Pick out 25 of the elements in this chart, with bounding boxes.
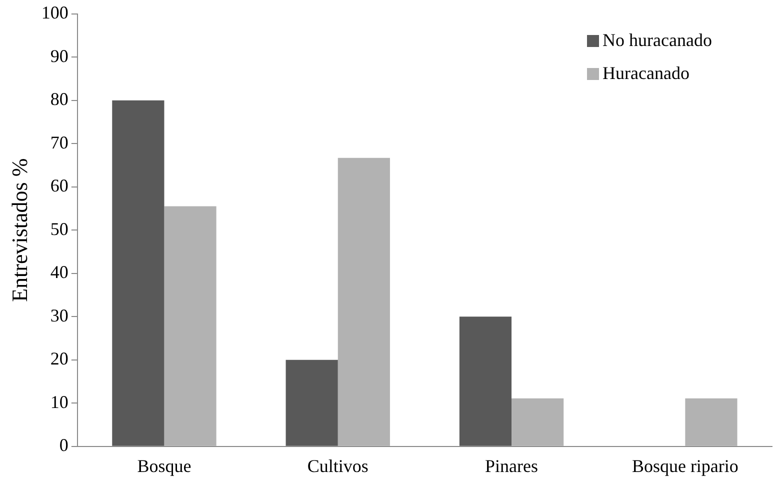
y-tick-label: 20 [50, 348, 68, 369]
bar [338, 158, 390, 446]
x-tick-label: Bosque ripario [632, 456, 738, 476]
y-tick-label: 10 [50, 392, 68, 412]
x-tick-label: Pinares [485, 456, 538, 476]
y-tick-label: 70 [50, 132, 68, 152]
x-tick-label: Cultivos [307, 456, 368, 476]
y-tick-label: 0 [59, 435, 68, 456]
bar [512, 398, 564, 446]
y-tick-label: 30 [50, 305, 68, 326]
y-tick-label: 80 [50, 89, 68, 110]
y-tick-label: 60 [50, 176, 68, 196]
legend-label: No huracanado [602, 30, 712, 51]
x-tick-label: Bosque [137, 456, 192, 476]
bar [459, 316, 512, 446]
bar [164, 206, 216, 446]
y-axis-title: Entrevistados % [6, 158, 32, 302]
legend-label: Huracanado [602, 63, 690, 84]
bar [112, 100, 164, 446]
y-tick-label: 90 [50, 46, 68, 66]
y-tick-label: 50 [50, 218, 68, 239]
bar [286, 360, 338, 446]
bar [685, 398, 738, 446]
y-tick-label: 100 [41, 2, 68, 23]
y-tick-label: 40 [50, 262, 68, 282]
